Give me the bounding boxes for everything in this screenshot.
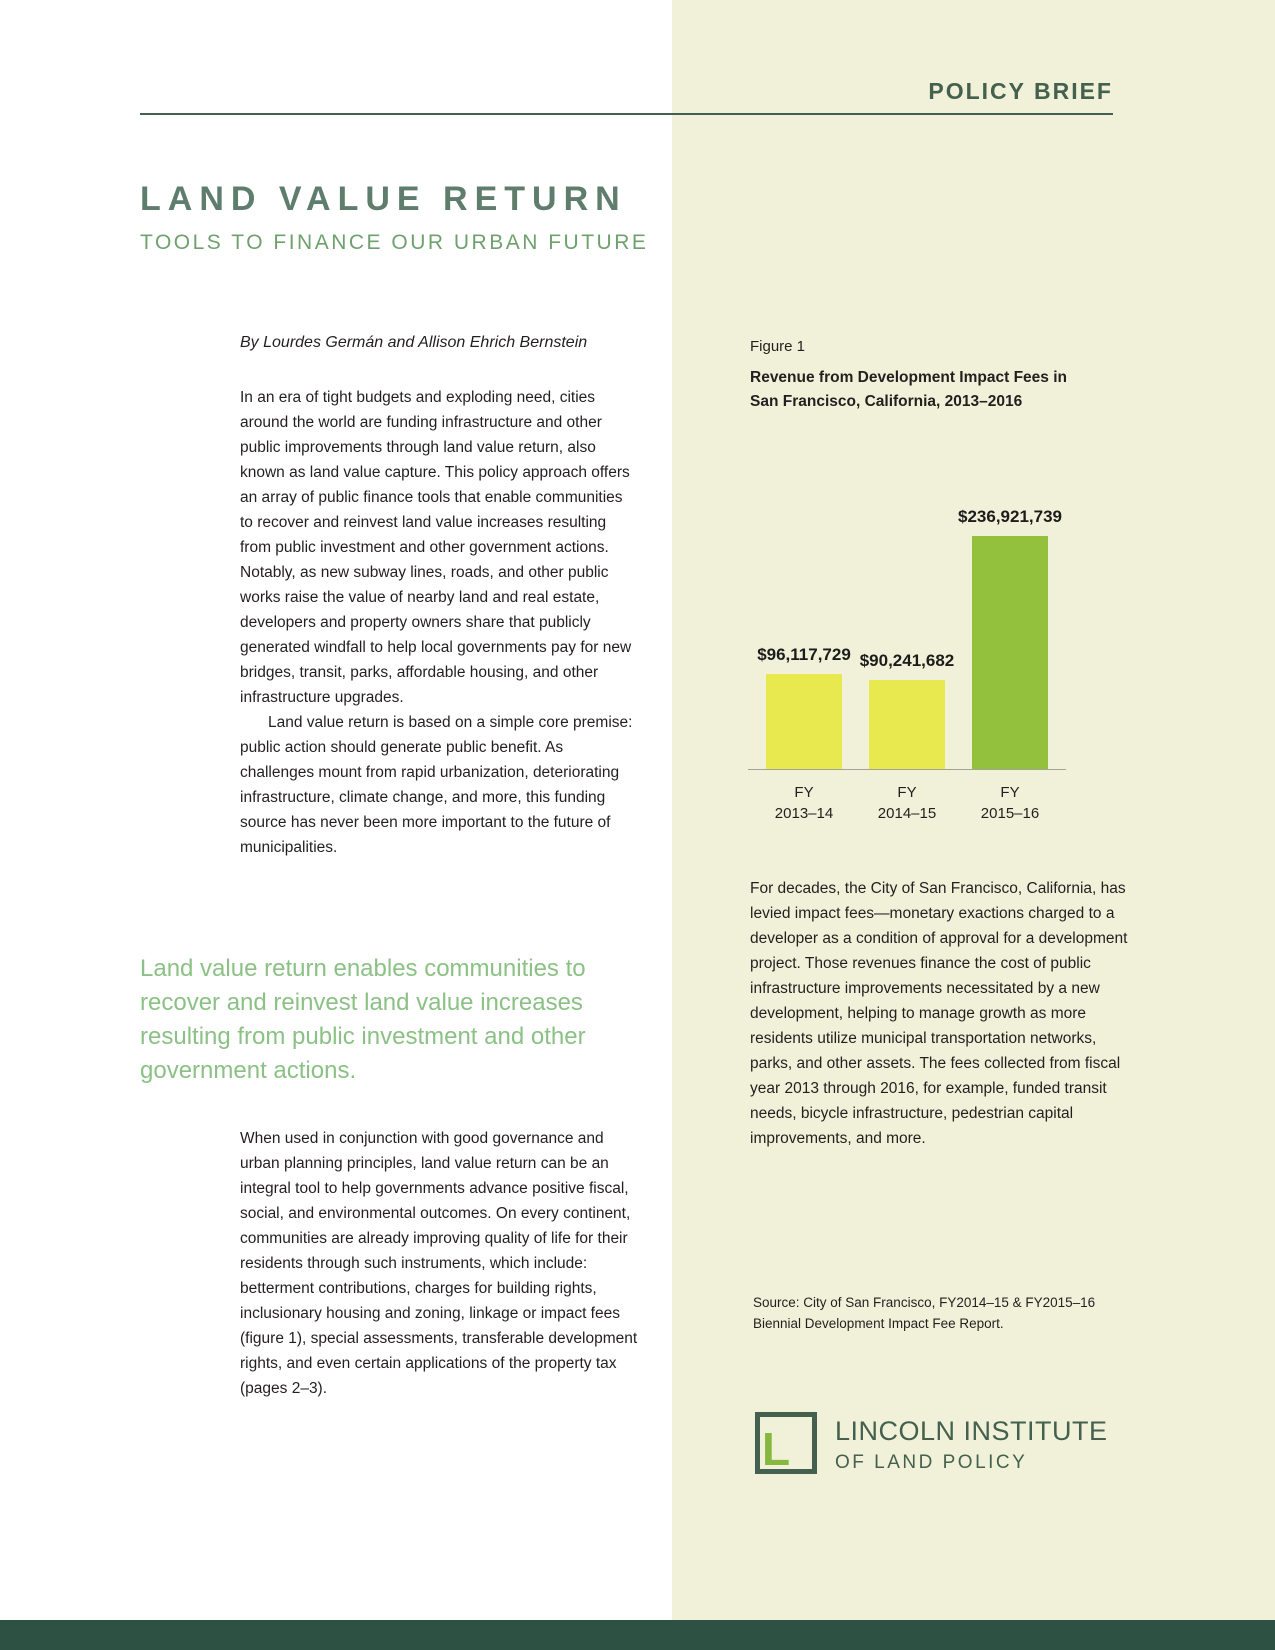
page-subtitle: TOOLS TO FINANCE OUR URBAN FUTURE <box>140 231 649 254</box>
bar-column: $90,241,682 <box>859 651 955 769</box>
x-axis-tick-label: FY 2013–14 <box>774 784 834 822</box>
intro-text-block: In an era of tight budgets and exploding… <box>240 385 638 860</box>
bar <box>766 674 842 769</box>
document-kicker: POLICY BRIEF <box>928 78 1113 104</box>
bar-column: $236,921,739 <box>958 507 1062 769</box>
chart-bars: $96,117,729 $90,241,682 $236,921,739 <box>748 497 1066 770</box>
logo-name: LINCOLN INSTITUTE <box>835 1416 1108 1446</box>
figure-label: Figure 1 <box>750 338 806 355</box>
page-title: LAND VALUE RETURN <box>140 180 627 218</box>
body-text-block: When used in conjunction with good gover… <box>240 1126 638 1401</box>
bar-chart: $96,117,729 $90,241,682 $236,921,739 FY 201… <box>748 497 1066 824</box>
bar-value-label: $90,241,682 <box>859 651 955 670</box>
logo-l-glyph: L <box>762 1423 791 1475</box>
pull-quote: Land value return enables communities to… <box>140 955 586 1084</box>
figure-discussion-paragraph: For decades, the City of San Francisco, … <box>750 880 1128 1147</box>
bar-column: $96,117,729 <box>756 645 852 769</box>
logo-square-icon: L <box>755 1412 817 1474</box>
body-paragraph: When used in conjunction with good gover… <box>240 1130 638 1397</box>
header-rule <box>140 113 1113 115</box>
right-column-background <box>672 0 1275 1620</box>
lincoln-institute-logo: L LINCOLN INSTITUTE OF LAND POLICY <box>755 1412 1108 1474</box>
figure-title: Revenue from Development Impact Fees in … <box>750 369 1067 410</box>
logo-wordmark: LINCOLN INSTITUTE OF LAND POLICY <box>835 1412 1108 1474</box>
bar <box>972 536 1048 769</box>
footer-bar <box>0 1620 1275 1650</box>
logo-tagline: OF LAND POLICY <box>835 1452 1028 1473</box>
chart-ticks: FY 2013–14 FY 2014–15 FY 2015–16 <box>748 782 1066 824</box>
figure-source-note: Source: City of San Francisco, FY2014–15… <box>753 1295 1096 1331</box>
bar-value-label: $236,921,739 <box>958 507 1062 526</box>
x-axis-tick-label: FY 2015–16 <box>980 784 1040 822</box>
byline: By Lourdes Germán and Allison Ehrich Ber… <box>240 334 588 351</box>
intro-paragraph-1: In an era of tight budgets and exploding… <box>240 389 632 706</box>
x-axis-tick-label: FY 2014–15 <box>877 784 937 822</box>
bar <box>869 680 945 769</box>
bar-value-label: $96,117,729 <box>757 645 851 664</box>
figure-discussion-block: For decades, the City of San Francisco, … <box>750 876 1128 1151</box>
intro-paragraph-2: Land value return is based on a simple c… <box>240 714 633 856</box>
